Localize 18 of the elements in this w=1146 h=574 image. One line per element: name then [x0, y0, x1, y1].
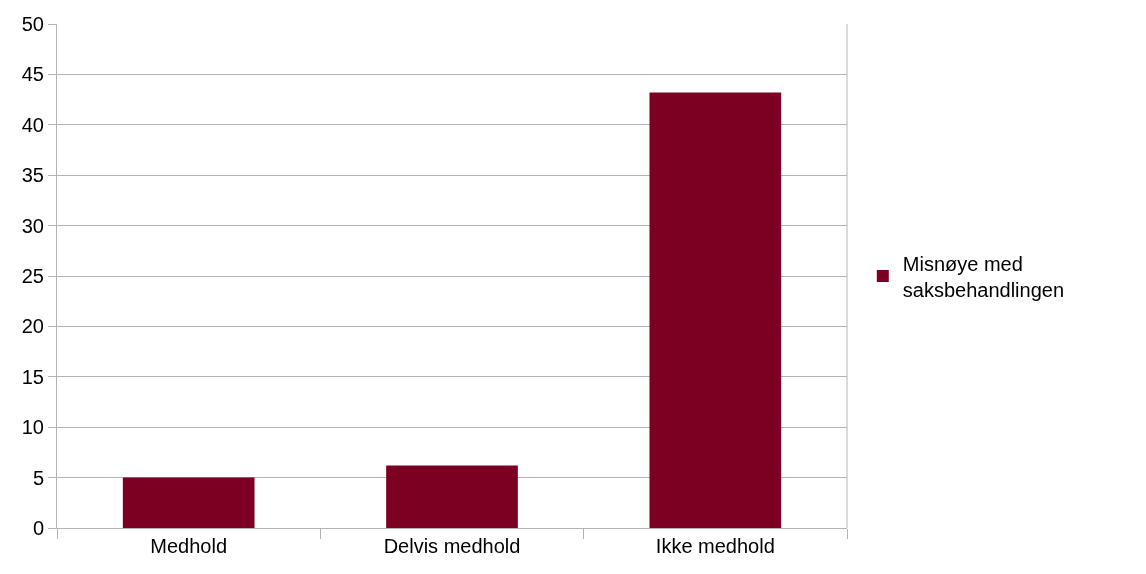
bar: [649, 92, 782, 528]
y-tick-label: 15: [21, 365, 44, 388]
bar: [122, 477, 255, 528]
x-tick-label: Delvis medhold: [383, 535, 521, 557]
bar: [386, 465, 518, 528]
y-tick-label: 0: [32, 517, 44, 539]
y-tick-label: 25: [21, 265, 44, 287]
x-tick-label: Ikke medhold: [655, 535, 775, 557]
y-tick-label: 45: [21, 63, 44, 86]
y-tick-label: 40: [21, 113, 44, 136]
y-tick-label: 35: [21, 164, 44, 187]
legend-label: Misnøye med saksbehandlingen: [902, 252, 1065, 301]
y-tick-label: 30: [21, 214, 44, 237]
y-tick-label: 20: [21, 315, 44, 338]
y-tick-label: 5: [32, 466, 44, 489]
x-tick-label: Medhold: [150, 535, 228, 557]
y-tick-label: 10: [21, 416, 44, 439]
y-tick-label: 50: [21, 13, 44, 35]
